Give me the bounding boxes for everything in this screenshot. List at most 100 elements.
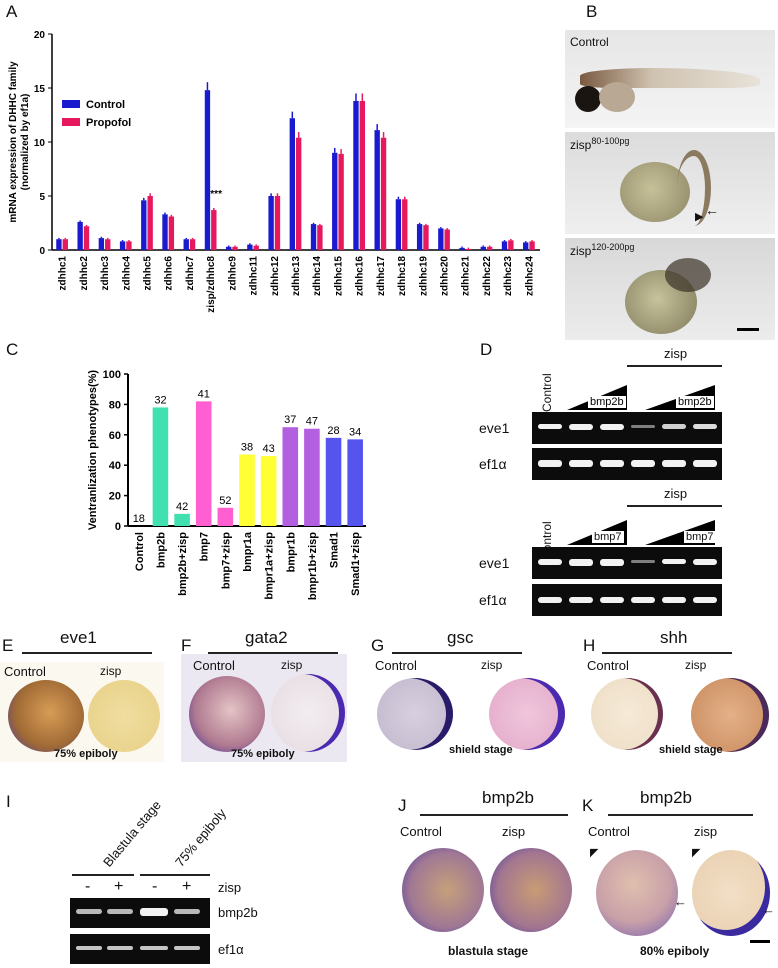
sign-label: - xyxy=(85,878,91,895)
panel-label-b: B xyxy=(586,2,598,21)
gel-eve1-bottom xyxy=(532,547,722,579)
bar-propofol xyxy=(296,137,302,250)
stage-label: 75% epiboly xyxy=(54,748,118,760)
x-tick-label: zdhhc15 xyxy=(333,256,344,296)
bar xyxy=(195,401,212,526)
image-label-sup: 120-200pg xyxy=(591,242,635,252)
gene-underline xyxy=(608,814,753,816)
data-label: 34 xyxy=(349,426,361,438)
control-embryo xyxy=(377,678,453,750)
zisp-bracket xyxy=(627,365,722,367)
control-larva-image: Control xyxy=(565,30,775,128)
arrowhead-icon: ◤ xyxy=(692,847,701,859)
bar-control xyxy=(374,130,380,250)
insitu-bmp2b-epiboly-image: Control zisp ◤ ◤ ← ← 80% epiboly xyxy=(582,820,777,966)
bar xyxy=(217,507,234,526)
x-tick-label: zdhhc17 xyxy=(376,256,387,296)
stage-label: 75% epiboly xyxy=(231,748,295,760)
legend-label: Propofol xyxy=(86,117,131,129)
bar-control xyxy=(268,196,274,250)
zisp-label: zisp xyxy=(218,880,242,895)
zisp-label: zisp xyxy=(694,824,718,839)
y-tick-label: 5 xyxy=(39,192,45,203)
bar-propofol xyxy=(380,137,387,250)
bar-control xyxy=(395,199,402,250)
x-tick-label: Smad1+zisp xyxy=(350,532,362,596)
gel-ef1a-top xyxy=(532,448,722,480)
x-tick-label: zdhhc1 xyxy=(58,256,69,291)
x-tick-label: zdhhc7 xyxy=(185,256,196,291)
bar-propofol xyxy=(274,196,281,250)
stage-label: 80% epiboly xyxy=(640,944,710,958)
data-label: 47 xyxy=(306,416,318,428)
bar xyxy=(304,428,320,526)
bar xyxy=(325,437,342,526)
scale-bar xyxy=(737,328,759,331)
image-label: zisp80-100pg xyxy=(570,136,629,152)
insitu-shh-image: Control zisp shield stage xyxy=(583,656,776,762)
stage-header: Blastula stage xyxy=(100,797,164,870)
bar-control xyxy=(501,241,508,250)
gene-underline xyxy=(392,652,522,654)
treatment-label: bmp7 xyxy=(684,531,716,543)
sign-label: - xyxy=(152,878,158,895)
bar xyxy=(152,407,169,526)
x-tick-label: zdhhc16 xyxy=(355,256,366,296)
y-tick-label: 0 xyxy=(39,246,45,257)
legend-swatch xyxy=(62,100,80,108)
bar-control xyxy=(141,200,147,250)
treatment-label: bmp2b xyxy=(588,396,626,408)
bar xyxy=(282,427,299,526)
gene-underline xyxy=(208,652,338,654)
bar-propofol xyxy=(444,229,450,250)
panel-label-f: F xyxy=(181,636,192,655)
scale-bar xyxy=(750,940,770,943)
x-tick-label: zdhhc22 xyxy=(482,256,493,296)
control-label: Control xyxy=(587,658,629,673)
data-label: 41 xyxy=(198,388,210,400)
bar-control xyxy=(225,246,232,250)
zisp-embryo xyxy=(692,850,770,936)
bar-control xyxy=(183,239,189,250)
stage-label: blastula stage xyxy=(448,944,529,958)
data-label: 38 xyxy=(241,442,253,454)
bar-control xyxy=(119,241,126,250)
bar-control xyxy=(289,118,295,251)
gel-row-label: ef1α xyxy=(479,456,507,472)
sign-label: + xyxy=(182,878,192,895)
zisp-high-dose-image: zisp120-200pg xyxy=(565,238,775,340)
image-label-text: zisp xyxy=(570,244,592,258)
stage-header: 75% epiboly xyxy=(172,805,230,870)
control-label: Control xyxy=(400,824,442,839)
panel-label-c: C xyxy=(6,340,19,359)
zisp-embryo xyxy=(271,674,345,752)
arrow-icon: ← xyxy=(674,894,687,909)
x-tick-label: bmp2b+zisp xyxy=(177,532,189,596)
ventralization-chart: 0 20 40 60 80 100 Ventranlization phenotypes(%… xyxy=(87,369,366,600)
zisp-label: zisp xyxy=(281,658,303,672)
y-tick-label: 0 xyxy=(115,521,121,533)
bar-propofol xyxy=(508,240,514,250)
significance-label: *** xyxy=(210,189,222,200)
data-label: 28 xyxy=(327,425,339,437)
insitu-eve1-image: Control zisp 75% epiboly xyxy=(0,662,164,762)
bar-propofol xyxy=(211,210,217,250)
insitu-bmp2b-blastula-image: Control zisp blastula stage xyxy=(398,820,576,966)
control-label: Control xyxy=(193,658,235,673)
y-tick-label: 60 xyxy=(109,430,121,442)
bar-propofol xyxy=(83,226,90,250)
zisp-bracket xyxy=(627,505,722,507)
y-tick-label: 40 xyxy=(109,460,121,472)
gel-row-label: ef1α xyxy=(479,592,507,608)
control-label: Control xyxy=(375,658,417,673)
x-tick-label: bmpr1a+zisp xyxy=(264,532,276,600)
panel-label-j: J xyxy=(398,796,407,815)
bar-control xyxy=(77,221,83,250)
zisp-header: zisp xyxy=(664,486,688,501)
x-tick-label: bmpr1b xyxy=(285,532,297,573)
bar-propofol xyxy=(465,248,472,250)
stage-bracket xyxy=(140,874,210,876)
x-tick-label: zisp/zdhhc8 xyxy=(206,256,217,313)
bar-control xyxy=(523,242,529,250)
data-label: 18 xyxy=(133,513,145,525)
